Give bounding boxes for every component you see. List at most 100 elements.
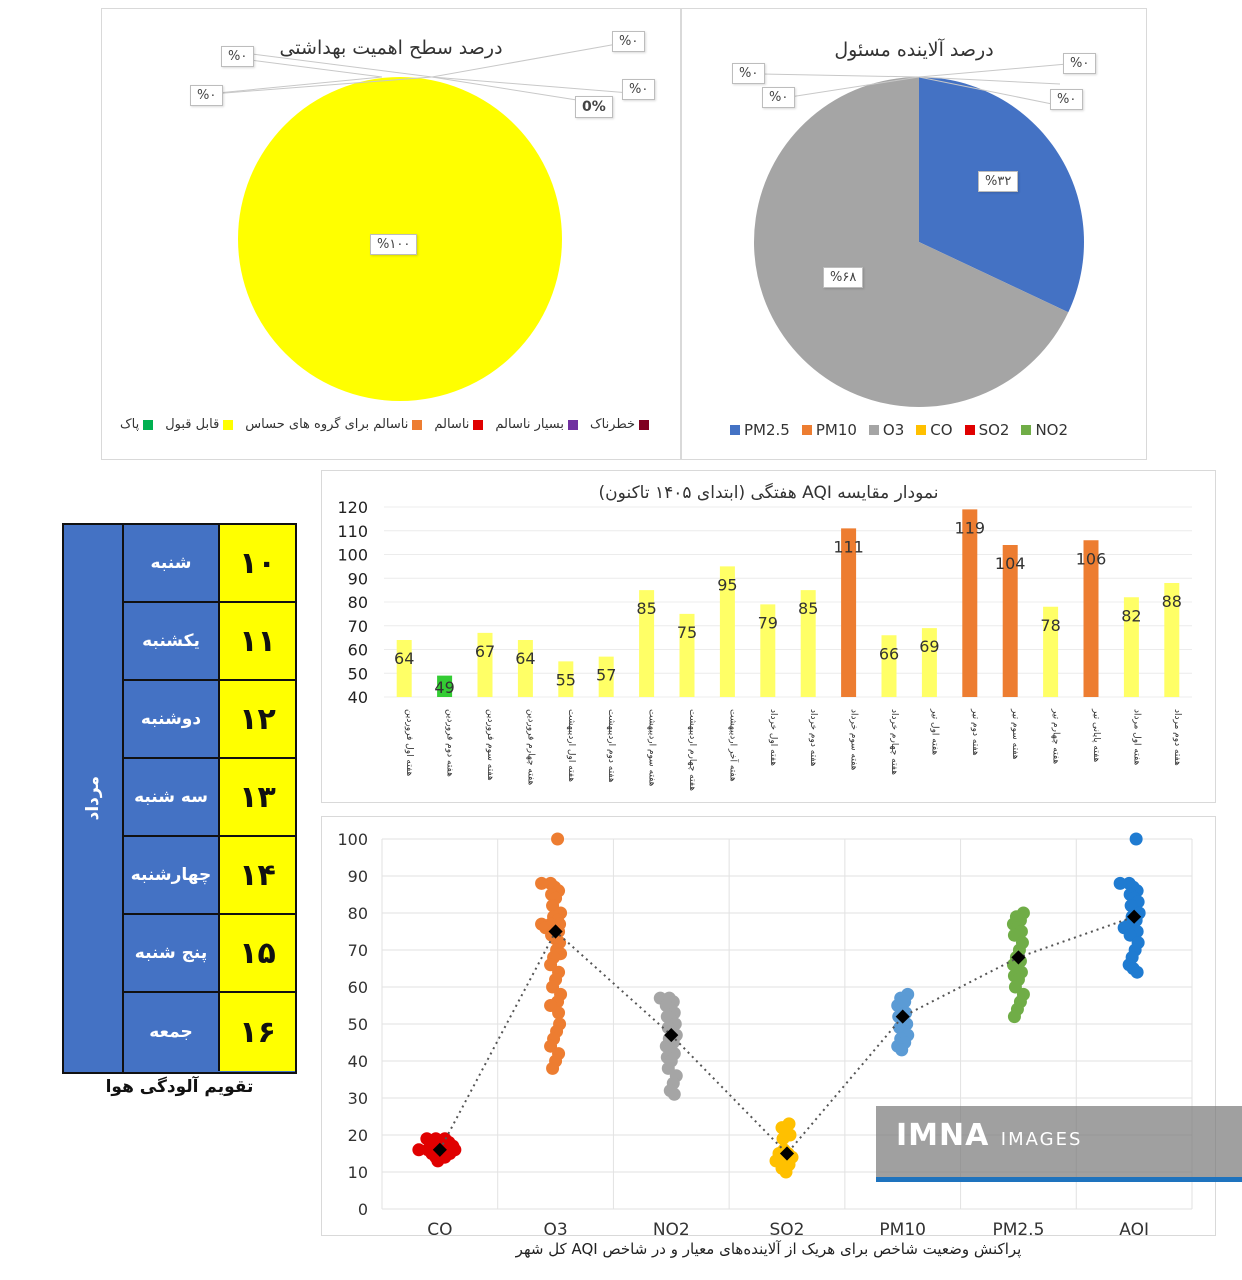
x-category-label: PM2.5 <box>992 1220 1044 1235</box>
y-tick-label: 90 <box>348 569 368 588</box>
bar-data-label: 69 <box>919 637 939 656</box>
legend-item: ناسالم <box>434 417 484 432</box>
legend-item: CO <box>916 421 953 439</box>
bar-data-label: 88 <box>1162 592 1182 611</box>
x-tick-label: هفته اول فروردین <box>404 709 414 777</box>
y-tick-label: 40 <box>348 688 368 707</box>
x-tick-label: هفته چهارم اردیبهشت <box>687 709 697 791</box>
bar-aqi-chart: 40 50 60 70 80 90 100 110 120 64 هفته اول فروردین 4… <box>337 498 1192 791</box>
bar <box>962 509 978 697</box>
legend-swatch <box>412 419 423 430</box>
calendar-day-number: ۱۲ <box>220 681 295 757</box>
pie-health-label-extra: %۰ <box>190 85 224 106</box>
scatter-point <box>546 1061 560 1075</box>
x-tick-label: هفته دوم اردیبهشت <box>606 709 616 783</box>
legend-swatch <box>473 419 484 430</box>
pie-pollutant-label-no2: %۰ <box>1050 89 1084 110</box>
bar-data-label: 85 <box>636 599 656 618</box>
legend-item: SO2 <box>964 421 1009 439</box>
x-tick-label: هفته سوم فروردین <box>485 709 495 781</box>
x-category-label: O3 <box>543 1220 567 1235</box>
calendar-day-name: سه شنبه <box>124 759 220 835</box>
bar <box>1083 540 1099 697</box>
scatter-caption: پراکنش وضعیت شاخص برای هریک از آلاینده‌ه… <box>515 1240 1022 1258</box>
pie-health-label-hazardous: %۰ <box>221 46 255 67</box>
bar-data-label: 78 <box>1040 616 1060 635</box>
y-tick-label: 90 <box>348 867 368 886</box>
calendar-day-name: یکشنبه <box>124 603 220 679</box>
leader-line <box>206 76 383 95</box>
scatter-point <box>551 832 565 846</box>
y-tick-label: 20 <box>348 1126 368 1145</box>
legend-item: NO2 <box>1021 421 1068 439</box>
bar <box>558 661 574 697</box>
legend-item: O3 <box>868 421 904 439</box>
x-tick-label: هفته پایانی تیر <box>1091 708 1101 763</box>
pie-pollutant-label-so2: %۰ <box>1063 53 1097 74</box>
calendar-day-name: شنبه <box>124 525 220 601</box>
mean-marker <box>895 1009 910 1024</box>
legend-item: ناسالم برای گروه های حساس <box>245 417 423 432</box>
pie-health-label-unhealthy: %۰ <box>622 79 656 100</box>
legend-item: PM10 <box>801 421 857 439</box>
bar-data-label: 111 <box>833 537 864 556</box>
legend-item: خطرناک <box>589 417 650 432</box>
x-tick-label: هفته دوم تیر <box>970 708 980 756</box>
bar <box>719 566 735 697</box>
scatter-chart: 0 10 20 30 40 50 60 70 80 90 100 CO O3 NO2 SO2 PM10 PM2.… <box>337 830 1193 1235</box>
bar-aqi-panel: نمودار مقایسه AQI هفتگی (ابتدای ۱۴۰۵ تاک… <box>321 470 1216 803</box>
calendar-row: جمعه ۱۶ <box>124 993 295 1071</box>
legend-label: PM2.5 <box>744 421 790 439</box>
scatter-point <box>420 1132 434 1146</box>
pie-pollutant-title: درصد آلاینده مسئول <box>834 39 994 61</box>
scatter-point <box>1007 1010 1021 1024</box>
legend-label: ناسالم برای گروه های حساس <box>245 417 409 432</box>
legend-label: PM10 <box>815 421 857 439</box>
calendar-row: شنبه ۱۰ <box>124 525 295 603</box>
pie-pollutant-label-co: %۰ <box>762 87 796 108</box>
bar <box>598 656 614 697</box>
y-tick-label: 60 <box>348 641 368 660</box>
x-tick-label: هفته سوم خرداد <box>849 709 859 771</box>
scatter-point <box>535 876 549 890</box>
legend-label: CO <box>930 421 953 439</box>
legend-label: پاک <box>120 417 140 432</box>
leader-line <box>918 63 1068 78</box>
y-tick-label: 100 <box>337 830 368 849</box>
leader-line <box>431 76 603 105</box>
x-tick-label: هفته اول خرداد <box>768 709 778 766</box>
y-tick-label: 50 <box>348 664 368 683</box>
bar-data-label: 66 <box>879 644 899 663</box>
legend-item: PM2.5 <box>730 421 790 439</box>
bar-data-label: 49 <box>434 678 454 697</box>
scatter-point <box>776 1132 790 1146</box>
pie-pollutant-chart <box>754 63 1084 407</box>
calendar-day-number: ۱۵ <box>220 915 295 991</box>
legend-label: NO2 <box>1035 421 1069 439</box>
x-tick-label: هفته دوم خرداد <box>808 709 818 767</box>
mean-marker <box>779 1146 795 1161</box>
calendar-day-number: ۱۶ <box>220 993 295 1071</box>
legend-label: خطرناک <box>589 417 636 432</box>
y-tick-label: 70 <box>348 941 368 960</box>
calendar-month-label: مرداد <box>83 776 103 821</box>
legend-item: پاک <box>120 417 154 432</box>
x-category-label: SO2 <box>770 1220 805 1235</box>
bar-data-label: 57 <box>596 666 616 685</box>
bar <box>800 590 816 697</box>
scatter-point <box>769 1154 783 1168</box>
x-tick-label: هفته اول اردیبهشت <box>566 709 576 782</box>
bar <box>921 628 937 697</box>
x-category-label: CO <box>427 1220 452 1235</box>
bar-data-label: 79 <box>758 613 778 632</box>
y-tick-label: 80 <box>348 904 368 923</box>
bar <box>437 675 453 697</box>
y-tick-label: 0 <box>358 1200 368 1219</box>
bar <box>396 640 412 697</box>
legend-item: بسیار ناسالم <box>495 417 578 432</box>
legend-label: بسیار ناسالم <box>495 417 564 432</box>
calendar-row: سه شنبه ۱۳ <box>124 759 295 837</box>
bar-data-label: 85 <box>798 599 818 618</box>
x-category-label: PM10 <box>879 1220 926 1235</box>
pie-pollutant-panel: درصد آلاینده مسئول PM2.5 PM10 O3 CO SO2 NO2 %… <box>681 8 1147 460</box>
